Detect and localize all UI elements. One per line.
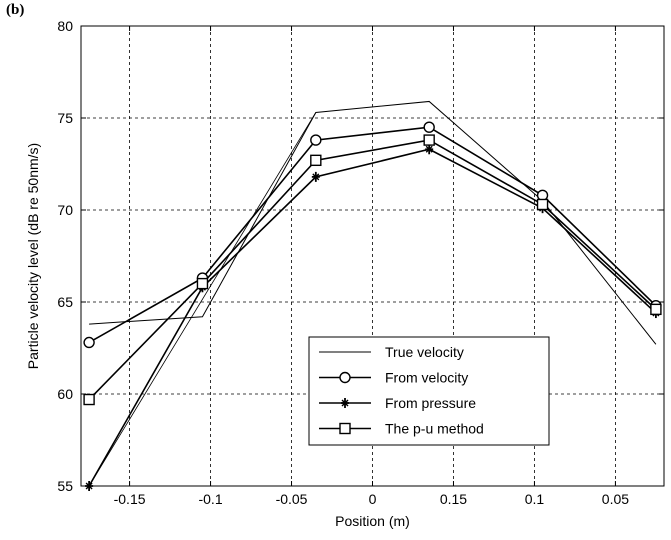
data-point	[85, 481, 94, 491]
legend-label: The p-u method	[385, 421, 484, 437]
x-tick-label: 0.15	[440, 491, 467, 507]
x-tick-label: 0	[369, 491, 377, 507]
x-tick-label: -0.05	[276, 491, 308, 507]
data-point	[425, 144, 434, 155]
legend-marker	[341, 398, 349, 408]
x-tick-label: -0.1	[198, 491, 222, 507]
series-line	[88, 126, 657, 344]
data-point	[423, 121, 435, 133]
series-line	[88, 139, 657, 401]
series-group	[83, 100, 662, 491]
y-tick-label: 60	[57, 386, 73, 402]
data-point	[310, 134, 322, 146]
legend: True velocity From velocity From pressure T…	[308, 336, 550, 446]
data-point	[423, 134, 435, 146]
thin-line	[88, 112, 317, 487]
data-point	[83, 393, 95, 406]
legend-item: From velocity	[319, 370, 468, 386]
y-axis-ticks: 55 60 65 70 75 80	[57, 18, 664, 494]
y-tick-label: 55	[57, 478, 73, 494]
x-axis-ticks: -0.15 -0.1 -0.05 0 0.15 0.1 0.05	[114, 26, 629, 507]
x-axis-label: Position (m)	[335, 513, 410, 529]
data-point	[536, 198, 549, 211]
x-tick-label: 0.1	[525, 491, 545, 507]
panel-label: (b)	[6, 2, 25, 18]
y-axis-label: Particle velocity level (dB re 50nm/s)	[25, 143, 41, 369]
y-tick-label: 80	[57, 18, 73, 34]
x-tick-label: 0.05	[602, 491, 629, 507]
y-tick-label: 70	[57, 202, 73, 218]
series-line	[88, 148, 657, 487]
legend-item: The p-u method	[319, 421, 484, 437]
data-point	[83, 336, 95, 349]
legend-item: True velocity	[319, 344, 464, 360]
legend-label: From velocity	[385, 370, 468, 386]
y-tick-label: 65	[57, 294, 73, 310]
data-point	[311, 171, 320, 182]
series-the-p-u-method	[83, 134, 662, 406]
data-point	[196, 277, 209, 290]
legend-marker	[339, 422, 351, 435]
legend-item: From pressure	[319, 395, 476, 411]
legend-label: From pressure	[385, 395, 476, 411]
x-tick-label: -0.15	[114, 491, 146, 507]
legend-marker	[339, 371, 351, 384]
y-tick-label: 75	[57, 110, 73, 126]
grid-lines	[81, 26, 664, 486]
legend-label: True velocity	[385, 344, 464, 360]
data-point	[650, 303, 662, 316]
data-point	[310, 154, 322, 167]
